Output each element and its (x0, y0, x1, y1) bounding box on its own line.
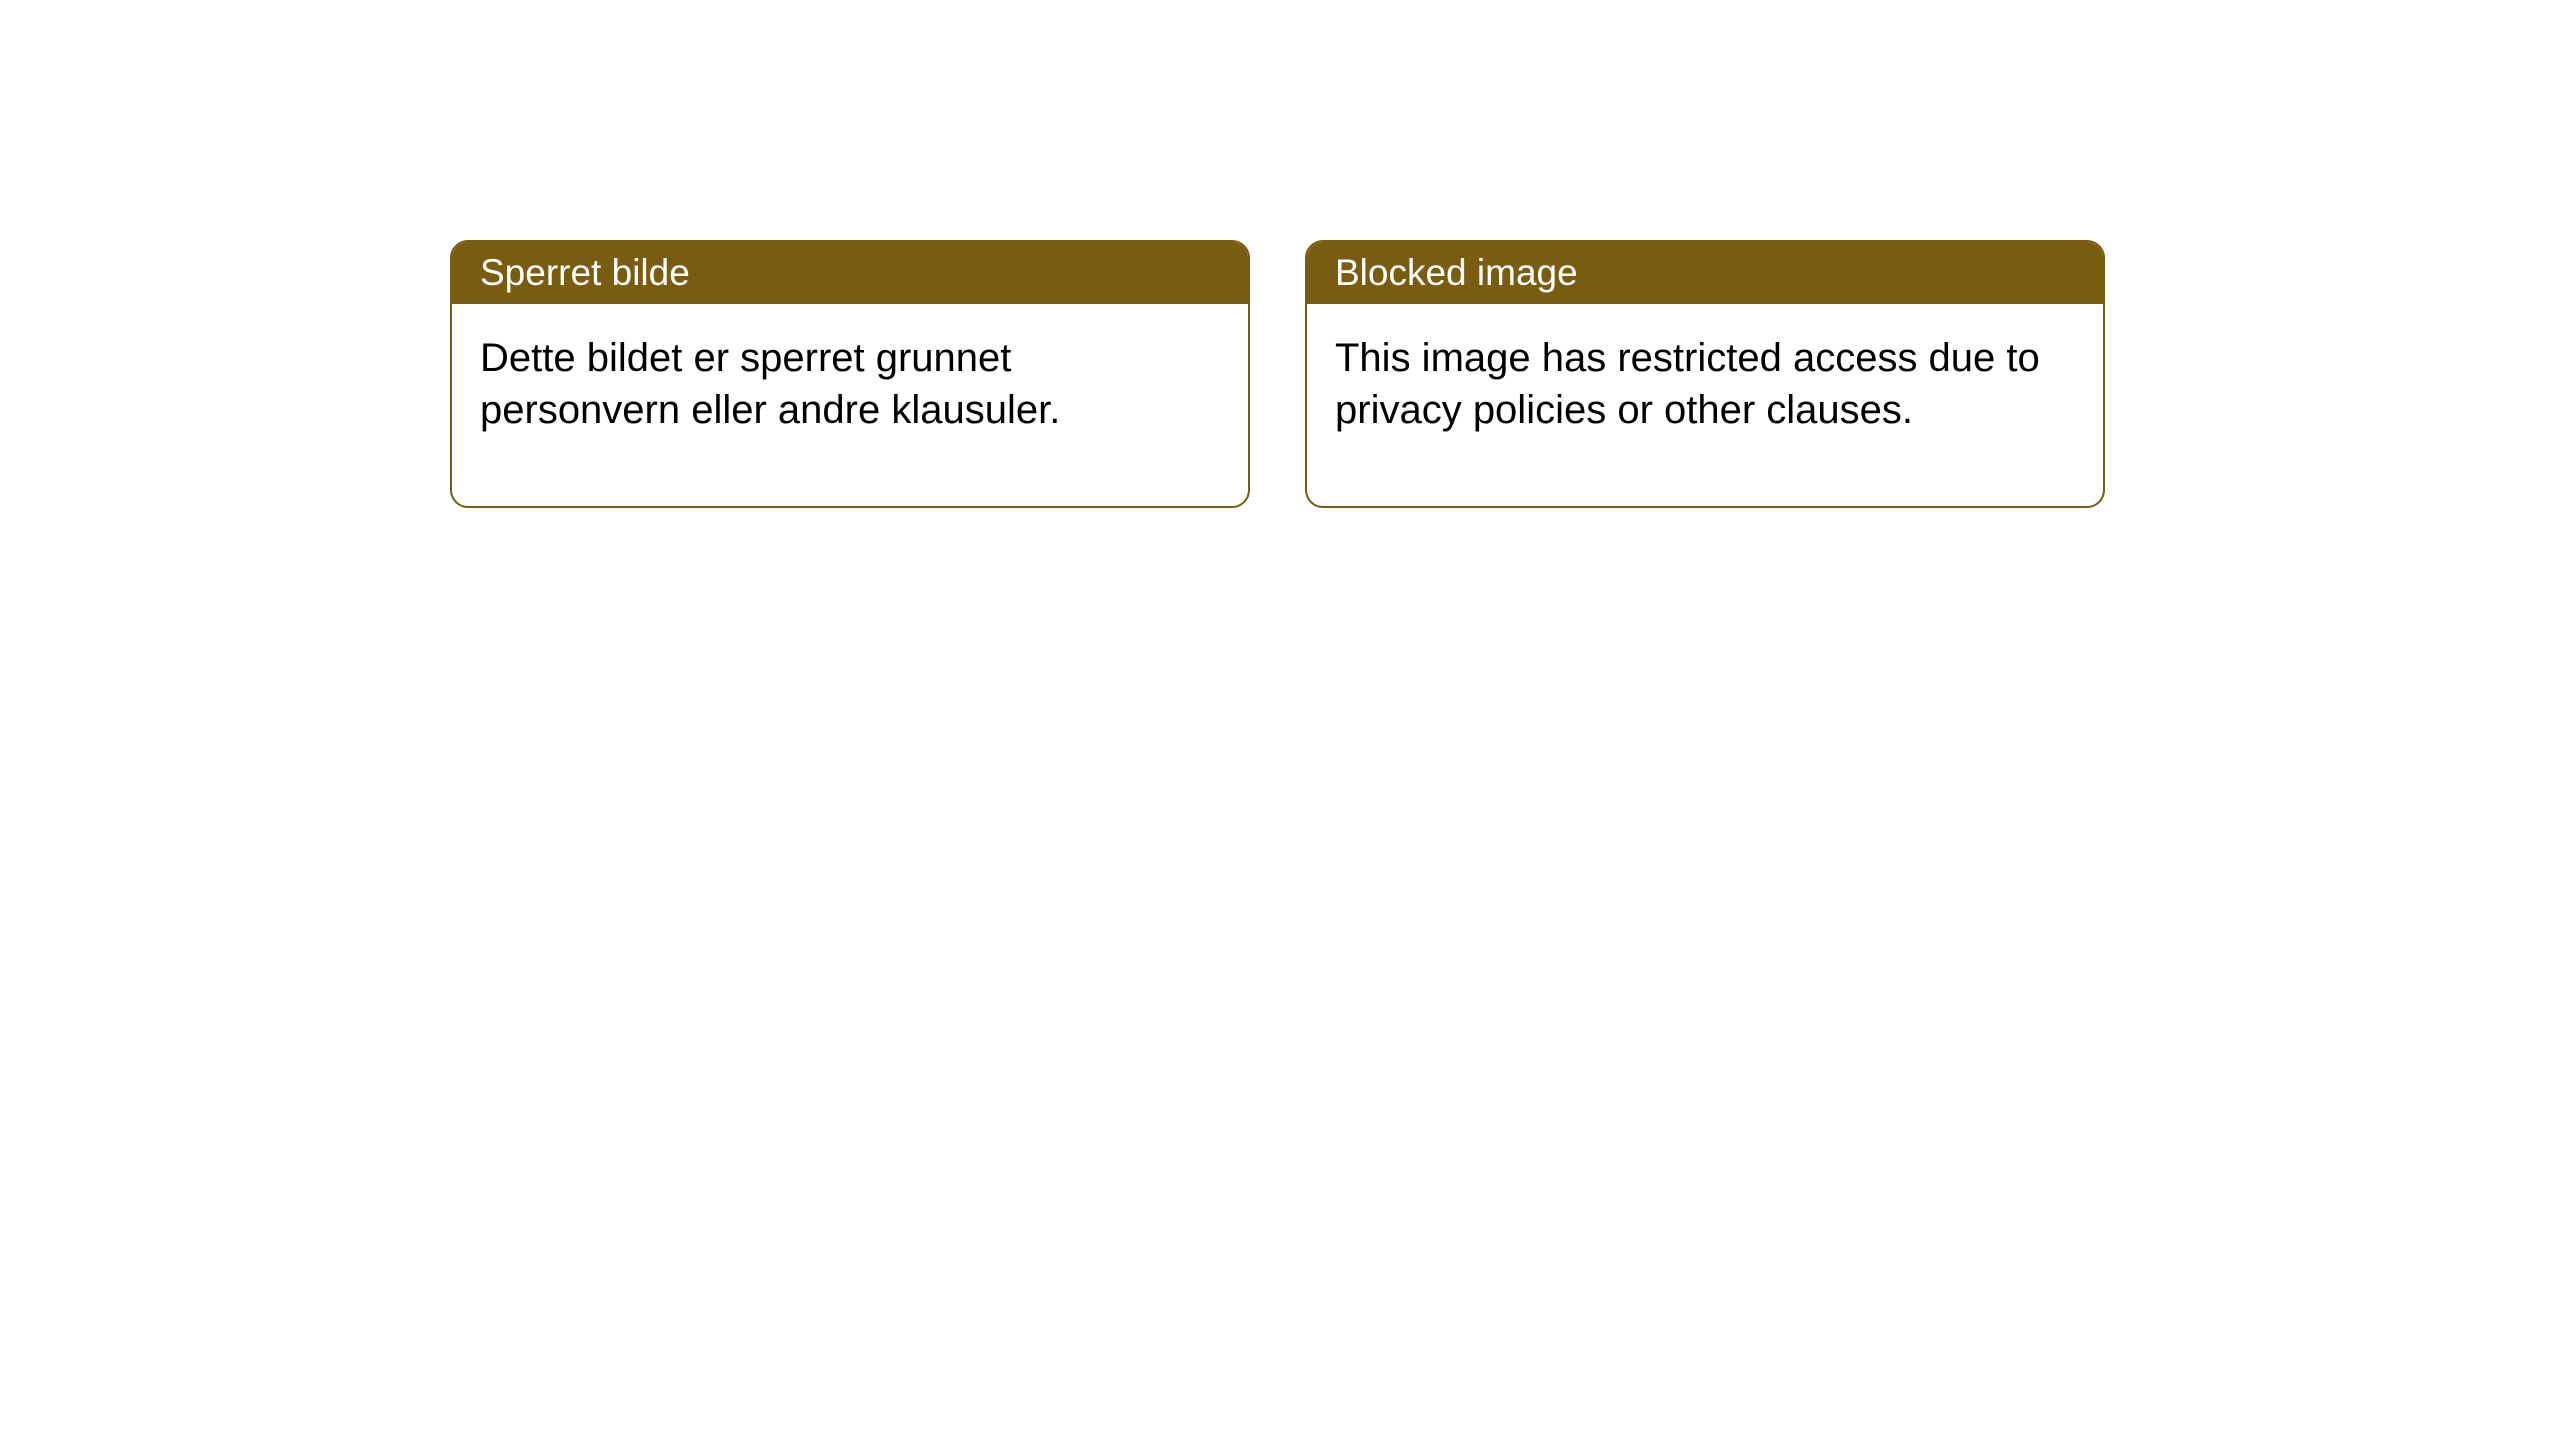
notice-card-en: Blocked image This image has restricted … (1305, 240, 2105, 508)
notice-header-en: Blocked image (1307, 242, 2103, 304)
notice-body-no: Dette bildet er sperret grunnet personve… (452, 304, 1248, 506)
notice-body-en: This image has restricted access due to … (1307, 304, 2103, 506)
notice-header-no: Sperret bilde (452, 242, 1248, 304)
notice-card-no: Sperret bilde Dette bildet er sperret gr… (450, 240, 1250, 508)
notice-container: Sperret bilde Dette bildet er sperret gr… (450, 240, 2105, 508)
